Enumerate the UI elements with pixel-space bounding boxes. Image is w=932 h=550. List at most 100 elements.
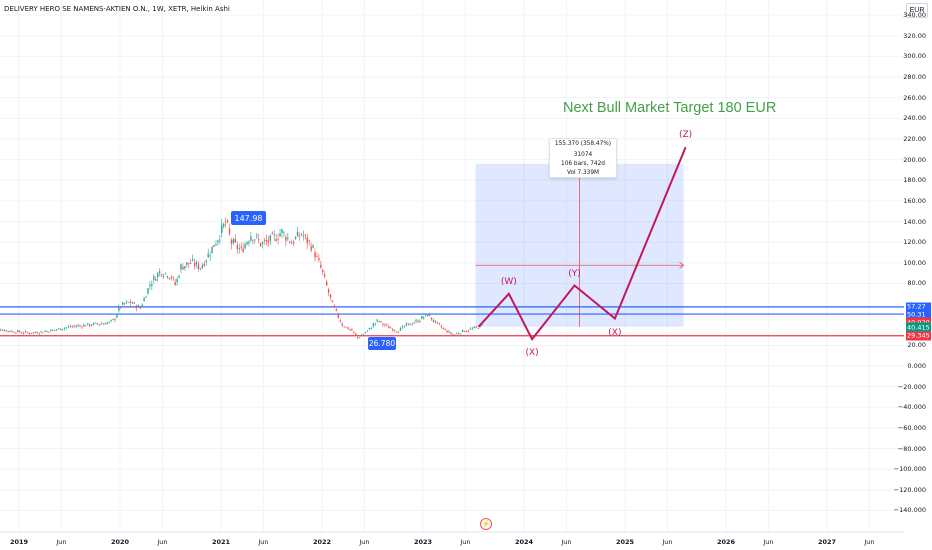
candle-body	[205, 260, 207, 262]
candle-body	[92, 323, 95, 325]
candle-body	[9, 331, 11, 332]
y-tick-label: 0.000	[907, 362, 926, 370]
candle-body	[475, 326, 477, 328]
candle-body	[203, 264, 205, 266]
candle-body	[302, 235, 305, 237]
target-text[interactable]: Next Bull Market Target 180 EUR	[563, 100, 777, 116]
candle-body	[190, 263, 192, 264]
candle-body	[407, 323, 409, 325]
y-tick-label: 100.00	[903, 258, 926, 267]
wave-label: (X)	[525, 348, 539, 359]
candle-body	[308, 240, 310, 242]
candle-body	[110, 320, 112, 321]
candle-body	[30, 333, 33, 334]
candle-body	[79, 325, 81, 327]
candle-body	[263, 240, 266, 241]
candle-body	[63, 328, 66, 329]
candle-body	[442, 328, 444, 329]
candle-body	[337, 314, 340, 318]
candle-body	[32, 332, 35, 334]
candle-body	[428, 314, 431, 316]
candle-body	[46, 331, 48, 332]
candle-body	[17, 330, 19, 332]
low-price-label[interactable]: 26.780	[368, 337, 396, 350]
x-tick-label: Jun	[56, 538, 67, 546]
candle-body	[160, 274, 163, 276]
candle-body	[392, 329, 394, 331]
candle-body	[357, 336, 359, 339]
price-chart[interactable]	[0, 0, 904, 550]
candle-body	[228, 228, 231, 234]
candle-body	[213, 244, 215, 247]
candle-body	[36, 332, 38, 334]
candle-body	[289, 241, 291, 243]
candle-body	[102, 323, 104, 325]
candle-body	[327, 289, 330, 293]
candle-body	[96, 323, 99, 325]
candle-body	[50, 329, 52, 332]
candle-body	[15, 332, 17, 334]
wave-label: (W)	[500, 276, 517, 287]
x-tick-label: 2024	[514, 538, 534, 546]
candle-body	[244, 244, 246, 249]
y-tick-label: 140.00	[903, 217, 926, 226]
candle-body	[240, 246, 242, 248]
candle-body	[388, 326, 390, 329]
candle-body	[19, 330, 21, 333]
y-tick-label: −140.000	[893, 506, 926, 515]
candle-body	[145, 297, 147, 298]
candle-body	[178, 275, 180, 278]
symbol-title: DELIVERY HERO SE NAMENS-AKTIEN O.N., 1W,…	[4, 5, 230, 13]
candle-body	[300, 234, 303, 236]
candle-body	[151, 284, 153, 286]
horizontal-lines[interactable]	[0, 306, 904, 337]
candle-body	[11, 330, 13, 332]
candle-body	[246, 242, 248, 245]
candle-body	[275, 238, 277, 241]
candle-body	[147, 288, 149, 294]
candle-body	[139, 307, 141, 309]
candle-body	[219, 239, 221, 241]
y-tick-label: 240.00	[903, 114, 926, 123]
measure-rectangle[interactable]	[475, 163, 685, 327]
candle-body	[292, 241, 295, 244]
x-tick-label: Jun	[359, 538, 370, 546]
price-axis[interactable]: 340.00 320.00 300.00 280.00 260.00 240.00 220.…	[894, 0, 932, 550]
candle-body	[459, 333, 462, 335]
measure-tooltip: 155.370 (358.47%) 31074 106 bars, 742d V…	[549, 138, 617, 178]
projection-path[interactable]	[477, 146, 687, 342]
candle-body	[215, 244, 217, 246]
candle-body	[291, 243, 293, 245]
currency-button[interactable]: EUR	[906, 3, 928, 18]
candle-body	[432, 320, 435, 322]
candle-body	[42, 332, 44, 334]
y-tick-label: −80.000	[897, 444, 926, 453]
candle-body	[296, 231, 299, 237]
candle-body	[281, 229, 283, 233]
candle-body	[114, 319, 116, 321]
candle-body	[343, 326, 345, 328]
candle-body	[304, 234, 306, 236]
candle-body	[452, 334, 454, 336]
candle-body	[378, 320, 380, 322]
candle-body	[345, 326, 347, 328]
candle-body	[61, 329, 64, 331]
candle-body	[48, 331, 50, 333]
candle-body	[473, 327, 475, 328]
peak-price-label[interactable]: 147.98	[231, 211, 266, 225]
candle-body	[100, 323, 103, 325]
candle-body	[312, 245, 314, 248]
candle-body	[143, 298, 145, 302]
candle-body	[224, 221, 227, 223]
candle-body	[358, 337, 361, 339]
candle-body	[409, 323, 411, 325]
candle-body	[57, 328, 60, 330]
candle-body	[162, 276, 165, 277]
candle-body	[87, 323, 89, 325]
wave-label: (X)	[608, 327, 622, 338]
lightning-icon[interactable]: ⚡	[480, 518, 492, 530]
candle-body	[40, 331, 42, 333]
candle-body	[384, 324, 386, 326]
elliott-wave-path	[477, 146, 687, 342]
candle-body	[118, 306, 120, 311]
